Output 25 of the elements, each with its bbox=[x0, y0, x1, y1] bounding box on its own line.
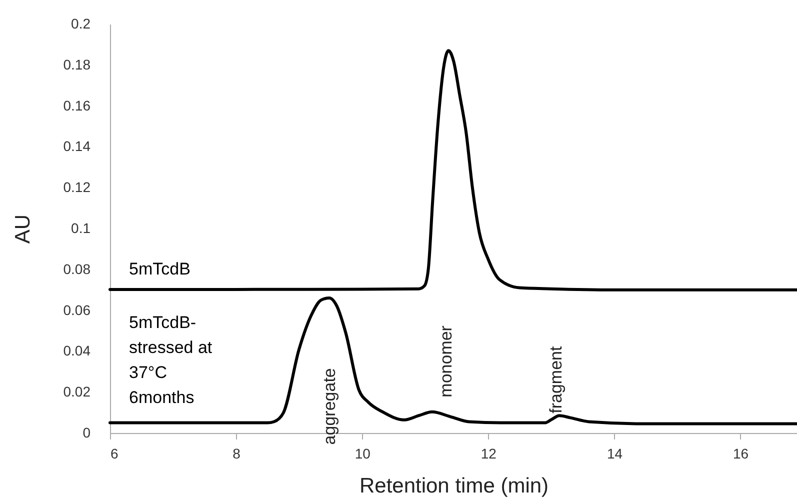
line-series bbox=[108, 49, 797, 292]
x-tick-label: 10 bbox=[354, 446, 371, 462]
y-tick-label: 0.04 bbox=[63, 342, 91, 359]
y-tick-label: 0.12 bbox=[63, 179, 91, 196]
y-tick-label: 0.2 bbox=[71, 16, 91, 32]
x-tick-label: 8 bbox=[232, 446, 241, 462]
y-axis-title: AU bbox=[11, 214, 34, 244]
x-tick-label: 14 bbox=[606, 446, 623, 462]
x-tick-label: 6 bbox=[110, 446, 118, 462]
annotation: fragment bbox=[546, 346, 566, 414]
series-label: 5mTcdB- stressed at 37°C 6months bbox=[129, 312, 212, 407]
y-tick-label: 0.06 bbox=[63, 302, 91, 318]
x-tick-label: 12 bbox=[480, 446, 497, 462]
y-tick-label: 0.02 bbox=[63, 384, 91, 400]
x-axis-title: Retention time (min) bbox=[359, 474, 549, 498]
y-tick-label: 0.1 bbox=[71, 220, 91, 236]
y-tick-label: 0.14 bbox=[63, 138, 91, 154]
y-tick-label: 0.18 bbox=[63, 56, 91, 72]
series-label: 5mTcdB bbox=[129, 259, 190, 278]
annotation: monomer bbox=[436, 325, 456, 398]
y-tick-label: 0 bbox=[82, 424, 91, 440]
y-tick-label: 0.08 bbox=[63, 260, 91, 277]
y-tick-label: 0.16 bbox=[63, 97, 91, 114]
x-tick-label: 16 bbox=[732, 446, 749, 462]
annotation: aggregate bbox=[320, 368, 339, 445]
